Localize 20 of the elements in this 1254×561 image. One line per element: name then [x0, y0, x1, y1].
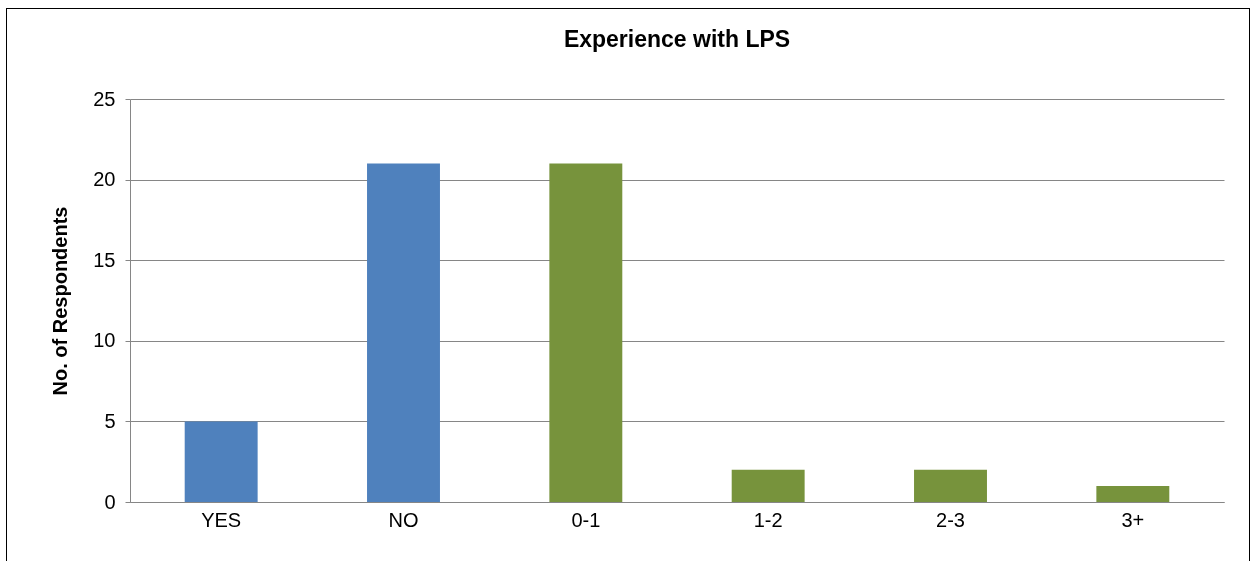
bar — [549, 163, 623, 502]
bar — [914, 469, 987, 502]
bar — [731, 469, 805, 502]
x-tick-label: 2-3 — [936, 508, 965, 531]
bar — [367, 163, 440, 502]
y-tick-label: 25 — [93, 87, 116, 110]
y-tick-label: 10 — [93, 329, 116, 352]
y-tick-label: 5 — [104, 409, 116, 432]
bar — [1096, 485, 1170, 502]
x-tick-label: 0-1 — [571, 508, 601, 531]
x-tick-label: 1-2 — [753, 508, 783, 531]
x-tick-label: 3+ — [1121, 508, 1145, 531]
x-tick-label: YES — [201, 508, 242, 531]
y-tick-label: 20 — [93, 168, 116, 191]
y-tick-label: 15 — [93, 248, 116, 271]
chart-title: Experience with LPS — [563, 26, 791, 52]
x-tick-label: NO — [388, 508, 419, 531]
y-axis-title: No. of Respondents — [49, 206, 72, 396]
bar — [184, 421, 258, 502]
y-tick-label: 0 — [104, 490, 116, 513]
